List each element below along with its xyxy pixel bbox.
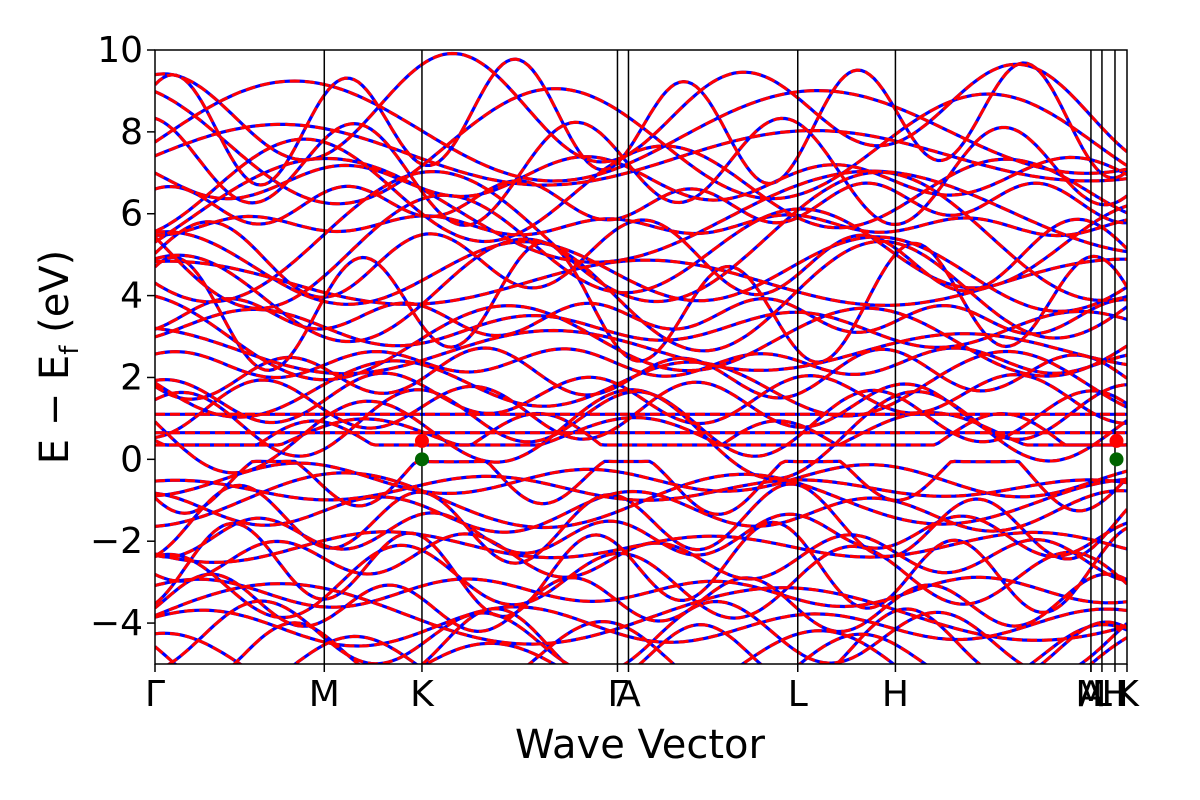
band-line xyxy=(155,297,1127,337)
band-line xyxy=(155,57,1127,187)
y-tick-label: 8 xyxy=(120,112,143,153)
y-tick-label: −4 xyxy=(90,603,143,644)
band-line xyxy=(155,575,1127,609)
band-line xyxy=(155,482,1127,565)
band-line xyxy=(155,629,1127,664)
band-line xyxy=(155,294,1127,382)
band-line xyxy=(155,122,1127,187)
band-line xyxy=(155,629,1127,664)
y-axis-label-sub: f xyxy=(55,345,85,355)
band-line xyxy=(155,459,1127,516)
x-tick-label: K xyxy=(410,674,435,715)
band-line xyxy=(155,461,1127,499)
y-tick-label: 4 xyxy=(120,276,143,317)
band-line xyxy=(155,346,1127,401)
x-tick-label: A xyxy=(1079,674,1104,715)
band-edge-marker xyxy=(1109,433,1124,448)
band-line xyxy=(155,543,1127,620)
band-line xyxy=(155,257,1127,307)
band-line xyxy=(155,170,1127,304)
band-series-dashed xyxy=(155,52,1127,664)
band-line xyxy=(155,157,1127,264)
band-line xyxy=(155,482,1127,565)
band-line xyxy=(155,237,1127,353)
y-tick-label: −2 xyxy=(90,521,143,562)
bands-layer xyxy=(155,51,1127,664)
band-line xyxy=(155,388,1127,458)
band-line xyxy=(155,241,1127,372)
y-tick-label: 0 xyxy=(120,439,143,480)
band-line xyxy=(155,326,1127,376)
band-edge-marker xyxy=(414,452,429,467)
x-tick-label: Γ xyxy=(145,674,165,715)
x-tick-label: Γ xyxy=(607,674,627,715)
x-tick-label: A xyxy=(616,674,641,715)
band-line xyxy=(155,116,1127,227)
x-tick-label: L xyxy=(1092,674,1112,715)
band-line xyxy=(232,607,1127,664)
band-edge-marker xyxy=(1109,452,1124,467)
band-line xyxy=(155,575,1127,609)
band-line xyxy=(155,213,1127,238)
band-line xyxy=(155,79,1127,183)
marker-layer xyxy=(414,433,1124,467)
x-tick-label: H xyxy=(882,674,909,715)
x-tick-label: H xyxy=(1101,674,1128,715)
y-axis-label: E − Ef (eV) xyxy=(32,250,85,465)
x-tick-label: M xyxy=(309,674,340,715)
band-edge-marker xyxy=(414,433,429,448)
band-line xyxy=(155,346,1127,379)
y-axis: −4 −2 0 2 4 6 8 10 xyxy=(90,30,155,644)
band-line xyxy=(155,371,1127,425)
band-line xyxy=(155,217,1127,299)
band-line xyxy=(155,520,1127,618)
x-tick-label: M xyxy=(1075,674,1106,715)
band-line xyxy=(155,378,1127,441)
band-line xyxy=(155,193,1127,310)
band-line xyxy=(155,474,1127,502)
y-tick-label: 10 xyxy=(97,30,143,71)
plot-frame xyxy=(154,49,1128,665)
y-tick-label: 2 xyxy=(120,357,143,398)
band-line xyxy=(155,230,1127,313)
x-tick-label: K xyxy=(1115,674,1140,715)
y-axis-label-main: E − E xyxy=(32,355,78,465)
band-line xyxy=(155,530,1127,564)
y-axis-label-unit: (eV) xyxy=(32,250,78,346)
band-line xyxy=(155,605,1127,648)
kpoint-divider-lines xyxy=(323,50,1116,664)
x-axis-label: Wave Vector xyxy=(515,722,766,768)
x-tick-label: L xyxy=(788,674,808,715)
band-line xyxy=(155,471,1127,529)
band-line xyxy=(155,307,1127,349)
band-line xyxy=(155,572,1127,633)
band-line xyxy=(155,87,1127,206)
band-line xyxy=(155,489,1127,534)
y-tick-label: 6 xyxy=(120,194,143,235)
svg-text:E − Ef (eV): E − Ef (eV) xyxy=(32,250,85,465)
band-line xyxy=(155,459,1127,516)
